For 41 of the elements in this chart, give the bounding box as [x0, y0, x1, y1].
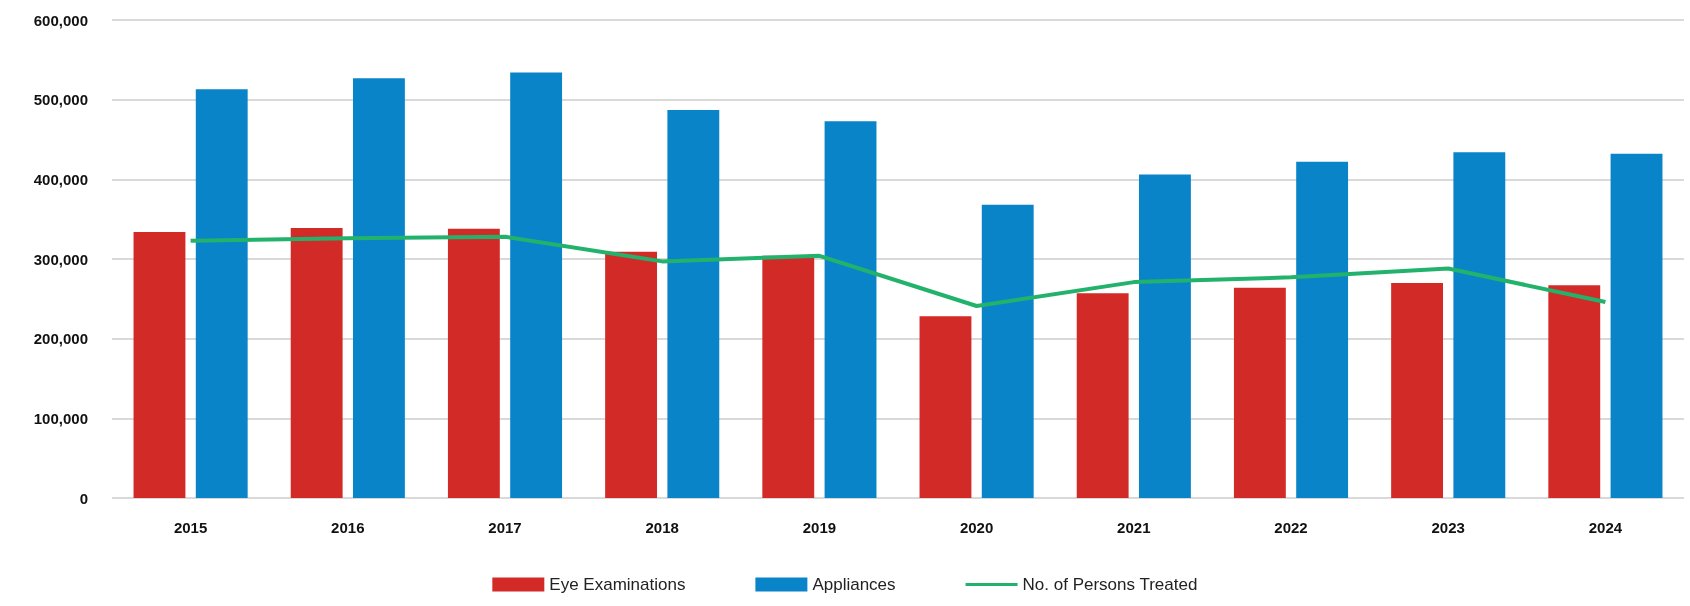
bar — [919, 316, 972, 498]
bar — [1296, 161, 1349, 498]
legend-label: Appliances — [812, 575, 896, 594]
bar — [352, 78, 405, 498]
line-series — [188, 234, 1608, 308]
bar — [1453, 152, 1506, 498]
bar — [1076, 293, 1129, 498]
y-tick-label: 200,000 — [33, 330, 88, 348]
x-tick-label: 2023 — [1431, 519, 1465, 536]
y-tick-label: 400,000 — [33, 170, 88, 188]
y-tick-label: 300,000 — [33, 250, 88, 268]
x-tick-label: 2022 — [1274, 519, 1308, 536]
x-tick-label: 2018 — [645, 519, 679, 536]
bar — [447, 228, 500, 498]
bar — [1610, 153, 1663, 498]
bar — [1391, 282, 1444, 498]
x-tick-label: 2021 — [1117, 519, 1151, 536]
x-tick-label: 2015 — [173, 519, 208, 536]
bar — [981, 204, 1034, 498]
x-tick-label: 2019 — [802, 519, 837, 536]
x-tick-label: 2016 — [331, 519, 365, 536]
y-tick-label: 500,000 — [33, 91, 88, 109]
y-tick-label: 600,000 — [33, 11, 88, 29]
bar — [1233, 287, 1286, 498]
bar — [133, 231, 186, 498]
y-tick-label: 100,000 — [33, 409, 88, 427]
bar — [1548, 285, 1601, 498]
legend-label: No. of Persons Treated — [1022, 575, 1198, 594]
legend-label: Eye Examinations — [549, 575, 686, 594]
x-tick-label: 2020 — [959, 519, 994, 536]
bar — [1138, 174, 1191, 498]
bar — [824, 121, 877, 498]
y-tick-label: 0 — [79, 489, 88, 507]
bar — [605, 251, 658, 498]
bar — [195, 89, 248, 498]
bar — [667, 110, 720, 498]
bar — [290, 227, 343, 498]
bar — [510, 72, 563, 498]
bar — [762, 255, 815, 498]
x-tick-label: 2024 — [1588, 519, 1623, 536]
x-tick-label: 2017 — [488, 519, 522, 536]
